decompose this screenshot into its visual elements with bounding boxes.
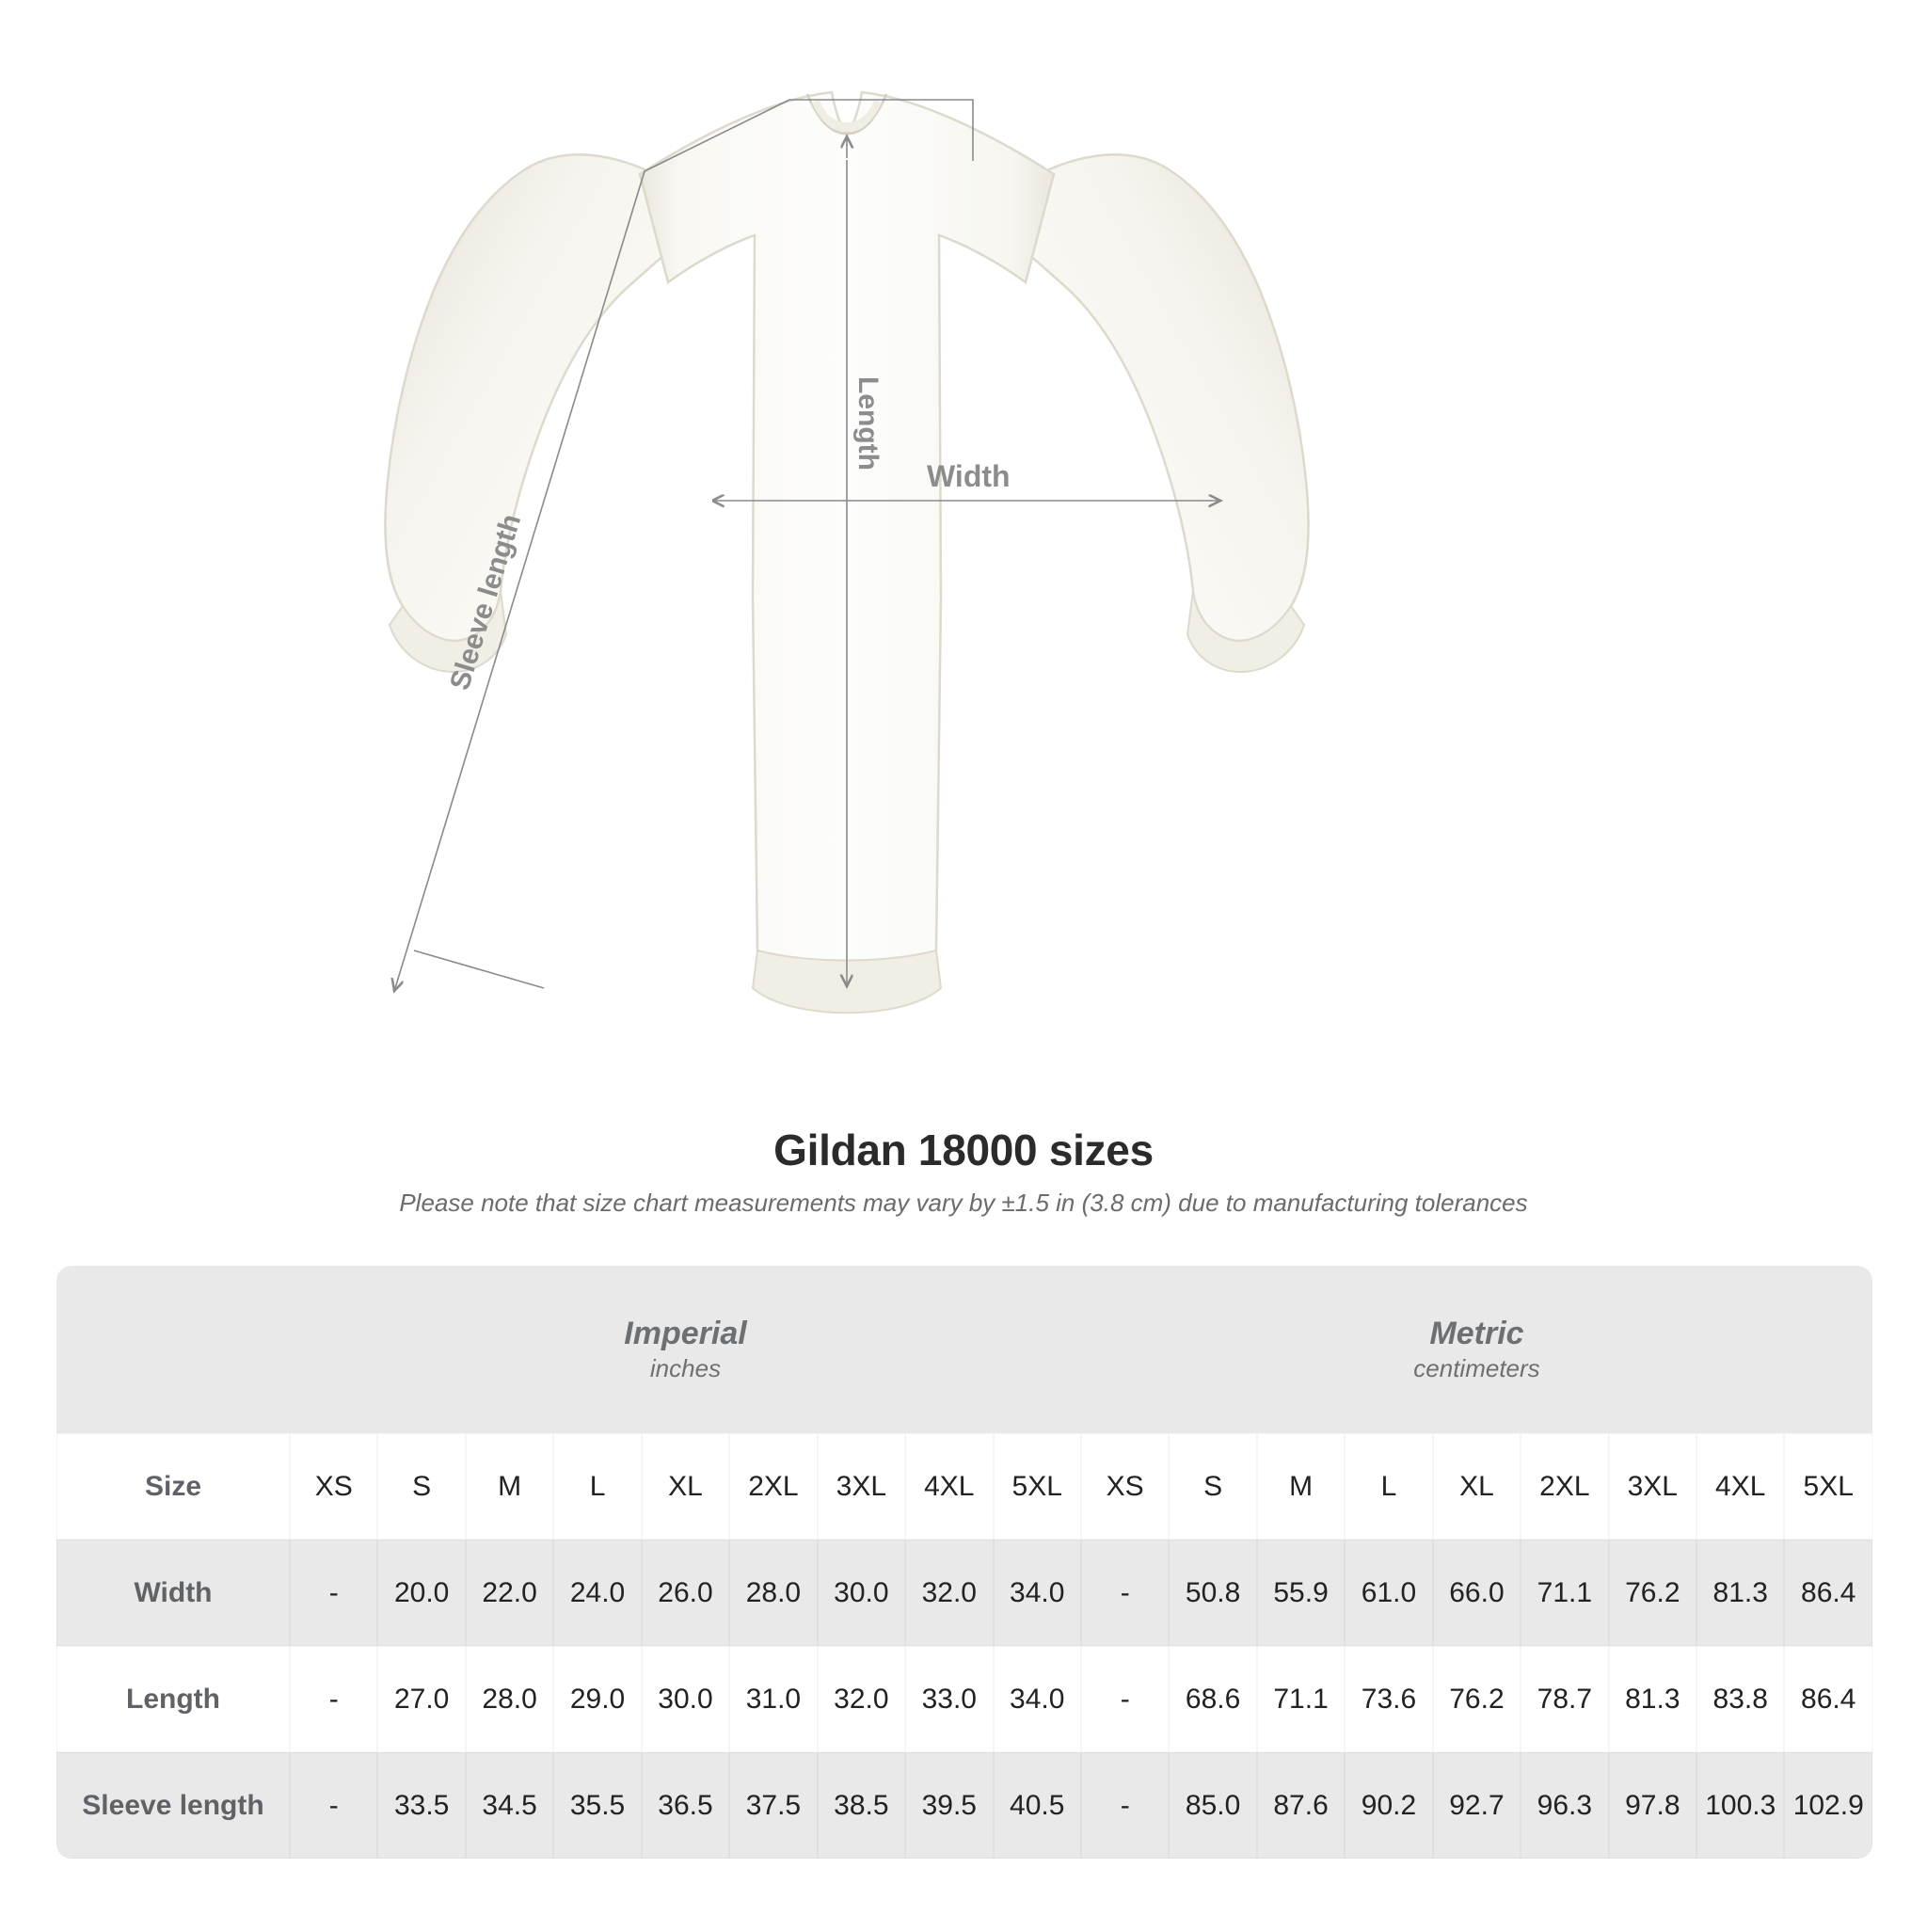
svg-text:Width: Width bbox=[927, 459, 1011, 493]
svg-text:Length: Length bbox=[852, 376, 884, 471]
svg-text:Sleeve length: Sleeve length bbox=[444, 510, 527, 694]
